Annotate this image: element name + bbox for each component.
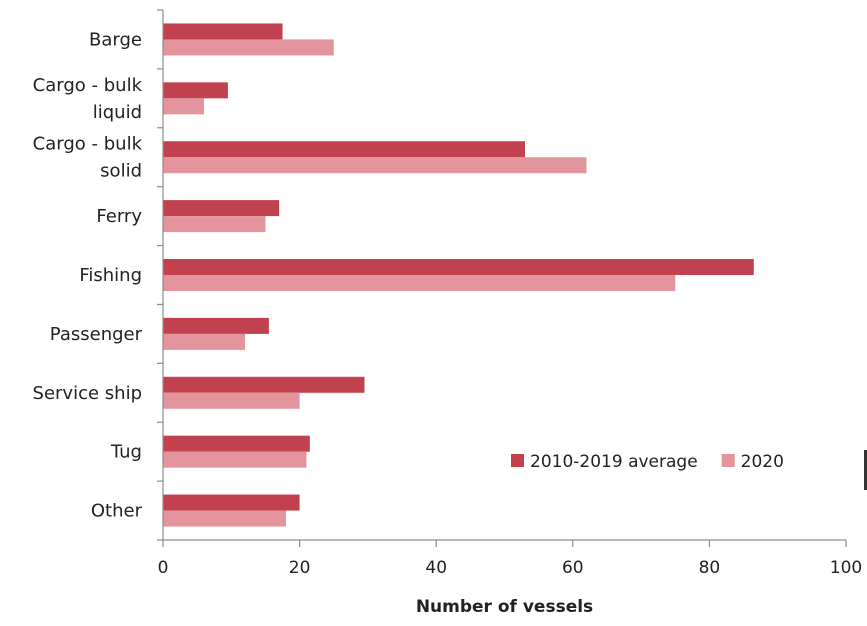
category-label: Passenger — [50, 324, 143, 345]
category-label: Barge — [89, 29, 142, 50]
bars-layer — [163, 23, 754, 527]
x-tick-label: 0 — [158, 558, 169, 578]
category-label: Cargo - bulk liquid — [33, 75, 143, 123]
x-axis-ticks — [162, 540, 847, 547]
bar-2020 — [163, 216, 266, 233]
bar-avg — [163, 317, 269, 334]
x-tick-label: 60 — [562, 558, 584, 578]
category-label: Fishing — [79, 265, 142, 286]
legend-label: 2020 — [741, 452, 784, 472]
x-tick-label: 100 — [830, 558, 862, 578]
y-axis-ticks — [157, 9, 163, 541]
bar-2020 — [163, 392, 300, 409]
bar-2020 — [163, 275, 676, 291]
bar-avg — [163, 141, 525, 158]
bar-avg — [163, 376, 365, 393]
x-tick-label: 80 — [699, 558, 721, 578]
bar-avg — [163, 82, 228, 99]
bar-2020 — [163, 157, 587, 174]
legend-label: 2010-2019 average — [530, 452, 698, 472]
x-tick-labels: 0 20 40 60 80 100 — [158, 558, 863, 578]
bar-avg — [163, 259, 754, 275]
bar-avg — [163, 494, 300, 511]
category-label: Service ship — [33, 383, 142, 404]
legend: 2010-2019 average 2020 — [511, 452, 784, 472]
category-label: Cargo - bulk solid — [33, 134, 143, 182]
bar-avg — [163, 435, 310, 452]
legend-swatch — [721, 454, 735, 467]
legend-swatch — [511, 454, 524, 467]
x-axis-title: Number of vessels — [416, 597, 593, 617]
category-label: Ferry — [96, 206, 142, 227]
bar-2020 — [163, 98, 204, 115]
bar-2020 — [163, 39, 334, 56]
category-label: Tug — [110, 442, 142, 463]
bar-2020 — [163, 510, 286, 527]
edge-mark — [864, 450, 867, 490]
bar-avg — [163, 23, 283, 40]
bar-2020 — [163, 451, 307, 468]
x-tick-label: 40 — [425, 558, 447, 578]
bar-2020 — [163, 333, 245, 350]
category-labels: Barge Cargo - bulk liquid Cargo - bulk solid… — [33, 29, 143, 521]
bar-avg — [163, 200, 280, 217]
category-label: Other — [91, 501, 143, 522]
x-tick-label: 20 — [289, 558, 311, 578]
